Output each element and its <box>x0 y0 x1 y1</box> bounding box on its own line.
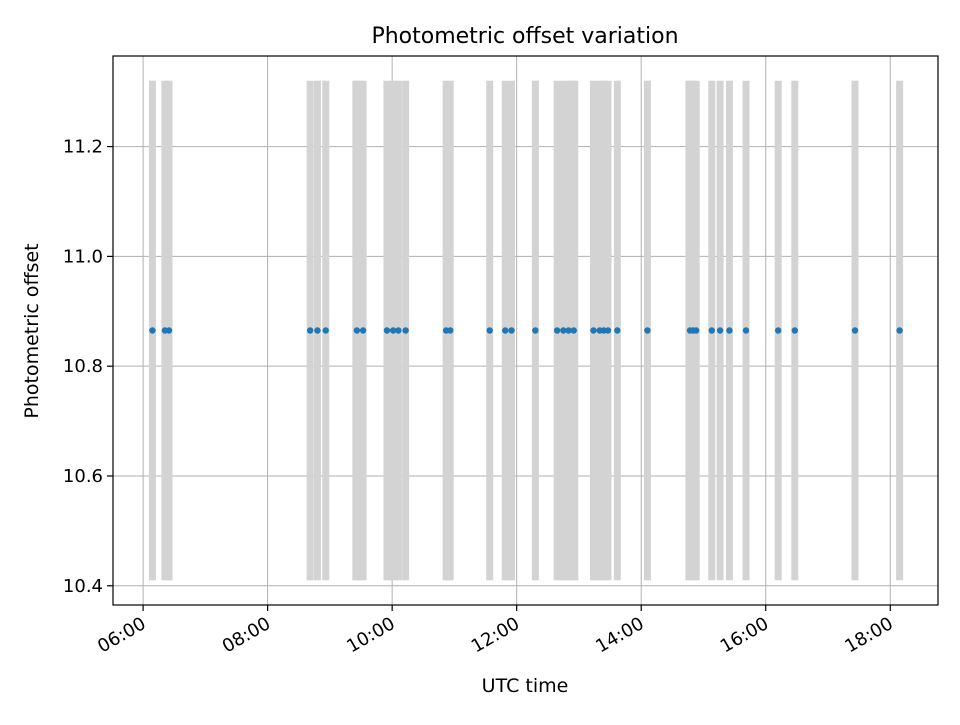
data-point <box>560 327 567 334</box>
data-point <box>353 327 361 334</box>
data-point <box>896 327 903 334</box>
plot-frame <box>112 55 939 606</box>
y-tick-label: 10.4 <box>63 576 103 597</box>
data-point <box>359 327 367 334</box>
data-point <box>570 327 577 334</box>
y-tick-label: 10.8 <box>63 356 103 377</box>
data-point <box>851 327 859 334</box>
x-tick-label: 14:00 <box>592 613 647 657</box>
x-axis-label: UTC time <box>482 675 569 697</box>
data-point <box>447 327 454 334</box>
data-point <box>306 327 314 334</box>
y-axis-label: Photometric offset <box>21 243 43 418</box>
data-point <box>590 327 597 334</box>
x-tick-label: 10:00 <box>343 613 398 657</box>
y-tick-label: 11.2 <box>63 137 103 158</box>
data-point <box>708 327 715 334</box>
data-point <box>644 327 651 334</box>
data-point <box>553 327 561 334</box>
x-tick-label: 08:00 <box>219 613 274 657</box>
y-tick-label: 11.0 <box>63 246 103 267</box>
data-point <box>726 327 733 334</box>
x-tick-label: 06:00 <box>94 613 149 657</box>
x-tick-label: 16:00 <box>717 613 772 657</box>
data-point <box>791 327 798 334</box>
data-point <box>742 327 750 334</box>
data-point <box>383 327 391 334</box>
data-point <box>322 327 329 334</box>
plot-background <box>113 56 938 605</box>
data-point <box>508 327 515 334</box>
data-point <box>604 327 612 334</box>
data-point <box>314 327 321 334</box>
data-point <box>402 327 409 334</box>
y-tick-label: 10.6 <box>63 466 103 487</box>
data-point <box>389 327 397 334</box>
data-point <box>149 327 156 334</box>
data-point <box>693 327 700 334</box>
data-point <box>165 327 173 334</box>
x-tick-label: 12:00 <box>468 613 523 657</box>
data-point <box>502 327 509 334</box>
data-point <box>486 327 493 334</box>
data-point <box>532 327 539 334</box>
data-point <box>565 327 572 334</box>
chart-title: Photometric offset variation <box>371 24 678 49</box>
data-point <box>716 327 724 334</box>
data-point <box>774 327 782 334</box>
x-tick-label: 18:00 <box>841 613 896 657</box>
data-points <box>149 327 903 334</box>
data-point <box>614 327 621 334</box>
data-point <box>395 327 402 334</box>
